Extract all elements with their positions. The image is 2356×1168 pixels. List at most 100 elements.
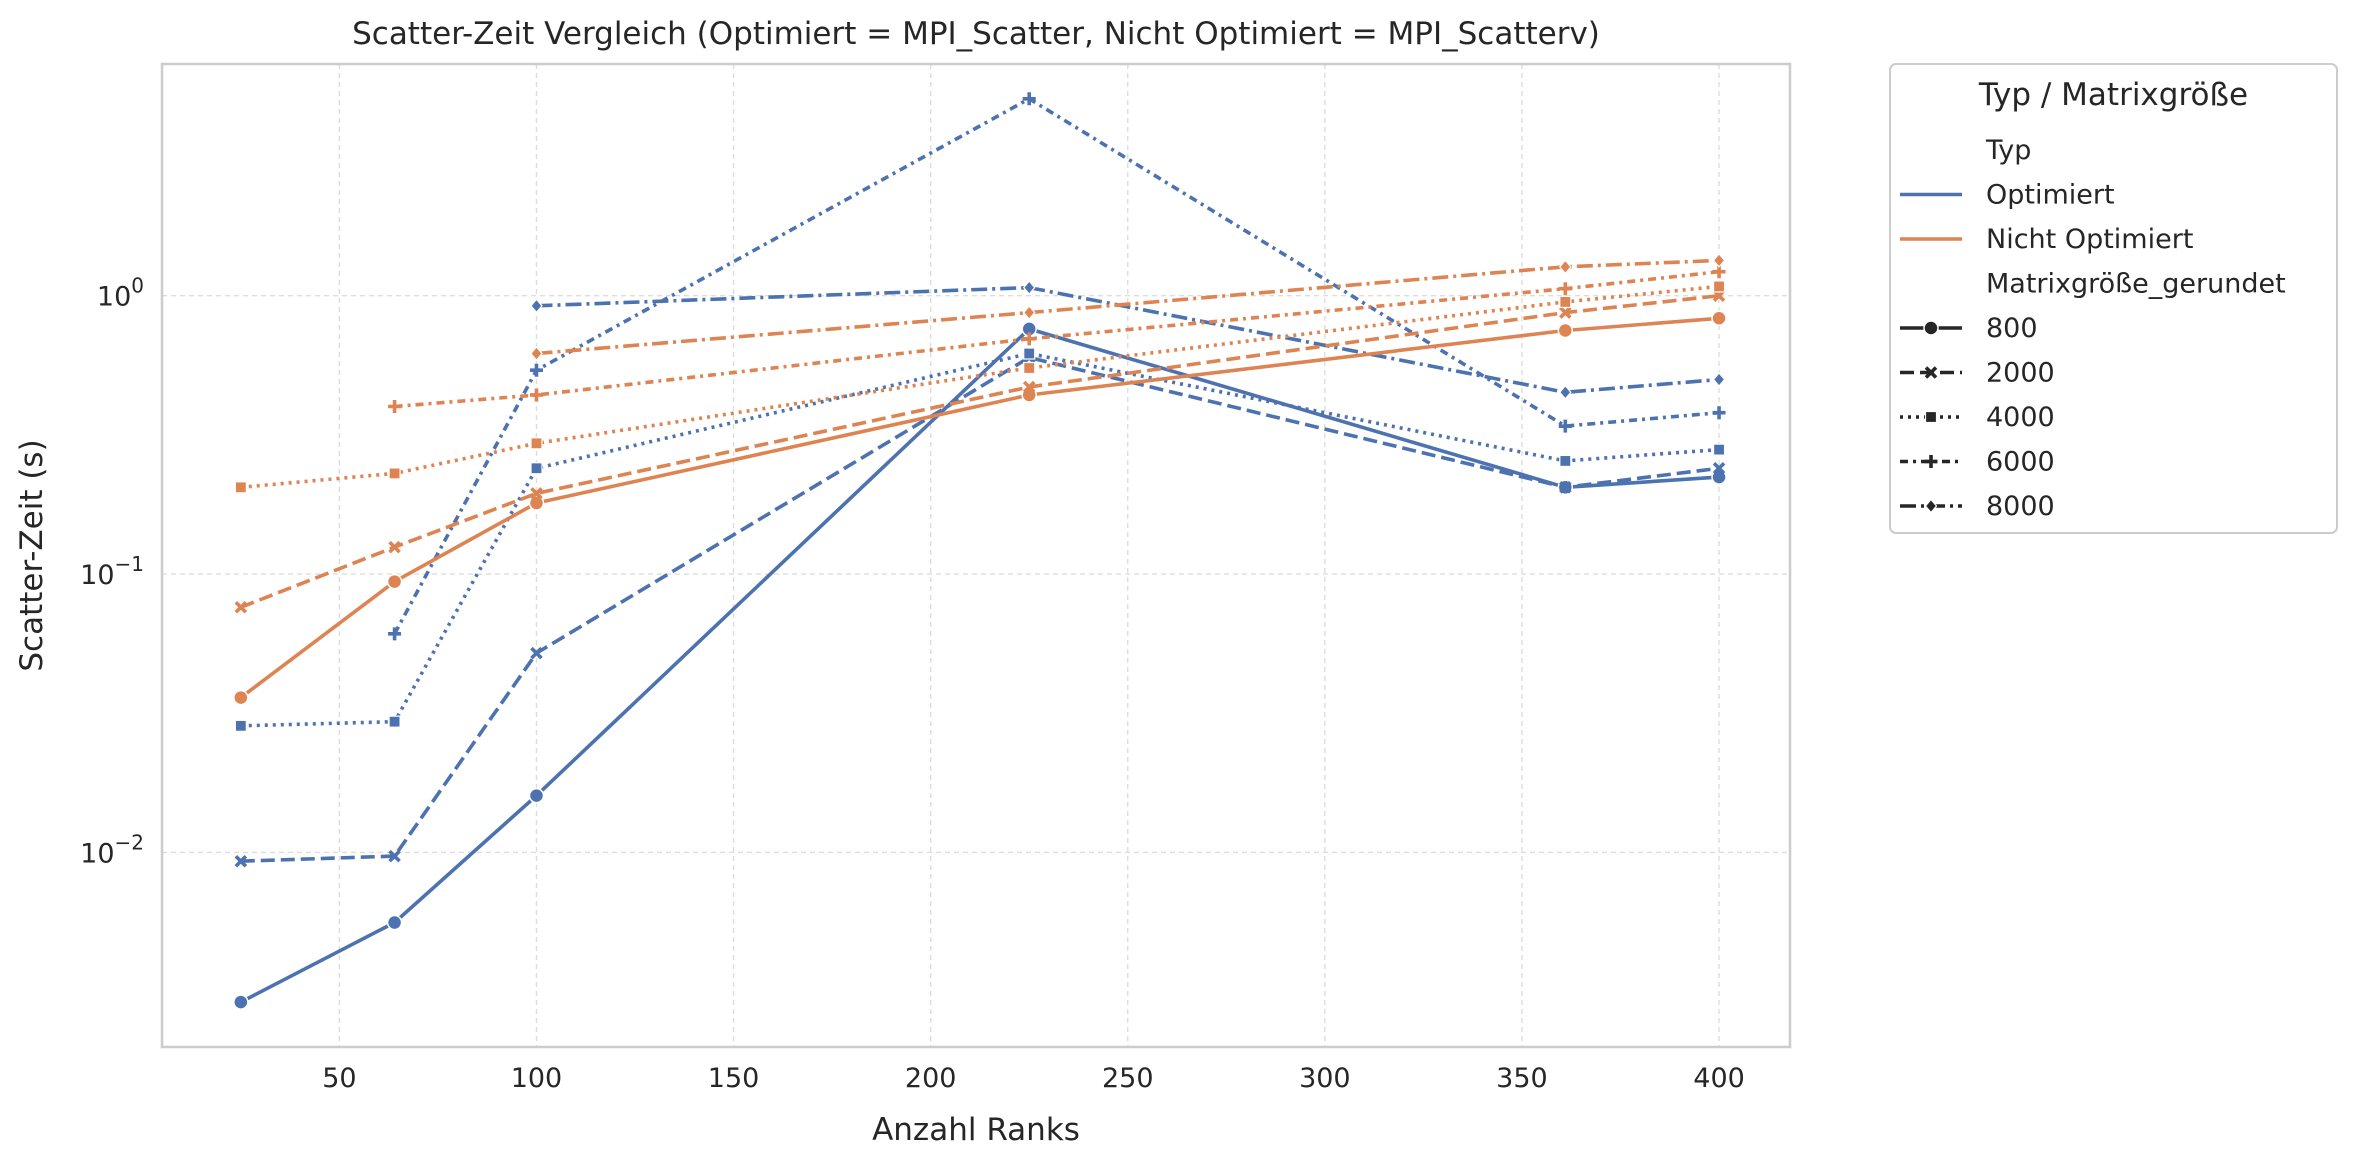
legend-title: Typ / Matrixgröße	[1978, 77, 2248, 113]
legend-entry: 4000	[1900, 402, 2055, 433]
data-point	[234, 481, 247, 494]
data-point	[386, 573, 403, 590]
data-point	[388, 849, 401, 863]
grid	[162, 64, 1790, 1047]
legend-entry: Nicht Optimiert	[1900, 224, 2193, 255]
data-point	[1558, 419, 1572, 433]
data-point	[1711, 310, 1727, 327]
data-point	[1712, 461, 1726, 475]
series-line-nicht-optimiert-800	[239, 316, 1720, 700]
series-line-nicht-optimiert-2000	[240, 293, 1720, 609]
x-tick-label: 350	[1496, 1063, 1548, 1094]
svg-text:4000: 4000	[1986, 402, 2055, 433]
svg-text:Nicht Optimiert: Nicht Optimiert	[1986, 224, 2193, 255]
series-markers	[233, 92, 1727, 1010]
data-point	[234, 854, 248, 868]
data-point	[1022, 305, 1036, 320]
series-line-optimiert-8000	[536, 285, 1720, 395]
data-point	[1022, 332, 1036, 346]
legend-items: Typ Optimiert Nicht Optimiert Matrixgröße_g…	[1900, 135, 2286, 522]
data-point	[530, 437, 543, 450]
data-point	[529, 388, 543, 402]
legend-marker	[1924, 410, 1938, 424]
legend-marker	[1923, 320, 1939, 336]
data-point	[388, 715, 401, 728]
series-line-nicht-optimiert-4000	[240, 284, 1720, 490]
data-point	[530, 646, 543, 660]
y-axis-label: Scatter-Zeit (s)	[14, 439, 50, 671]
data-point	[529, 363, 543, 377]
svg-text:800: 800	[1986, 313, 2038, 344]
svg-text:8000: 8000	[1986, 491, 2055, 522]
legend-marker	[1924, 455, 1938, 468]
data-point	[1712, 406, 1726, 420]
data-point	[530, 346, 543, 361]
series-line-optimiert-2000	[240, 355, 1720, 863]
svg-text:10−2: 10−2	[80, 830, 144, 869]
series-line-nicht-optimiert-8000	[536, 258, 1720, 356]
data-point	[234, 600, 248, 614]
data-point	[1022, 380, 1036, 394]
y-tick-label: 10−2	[80, 830, 144, 869]
x-ticks: 50 100 150 200 250 300 350 400	[322, 1063, 1745, 1094]
data-point	[386, 914, 403, 931]
legend-heading: Matrixgröße_gerundet	[1986, 269, 2286, 300]
x-tick-label: 150	[708, 1063, 760, 1094]
data-point	[1558, 384, 1572, 400]
data-point	[1559, 454, 1572, 468]
svg-text:2000: 2000	[1986, 358, 2055, 389]
data-point	[1712, 280, 1726, 293]
x-tick-label: 100	[511, 1063, 563, 1094]
data-point	[1559, 481, 1572, 494]
data-point	[1559, 306, 1572, 319]
x-tick-label: 50	[322, 1063, 356, 1094]
legend-marker	[1924, 366, 1938, 379]
data-point	[1559, 295, 1572, 309]
x-tick-label: 250	[1102, 1063, 1154, 1094]
y-tick-label: 100	[97, 274, 144, 313]
data-point	[530, 462, 543, 475]
chart-title: Scatter-Zeit Vergleich (Optimiert = MPI_…	[352, 16, 1600, 52]
legend-marker	[1924, 498, 1938, 514]
legend-entry: Optimiert	[1900, 180, 2115, 211]
svg-text:100: 100	[97, 274, 144, 313]
data-point	[530, 487, 543, 500]
svg-text:6000: 6000	[1986, 447, 2055, 478]
data-point	[1023, 347, 1036, 360]
legend-heading: Typ	[1985, 135, 2031, 166]
data-point	[528, 787, 545, 804]
y-tick-label: 10−1	[80, 552, 144, 591]
svg-text:10−1: 10−1	[80, 552, 144, 591]
data-point	[1712, 443, 1726, 456]
data-point	[528, 495, 545, 511]
data-point	[234, 719, 247, 732]
x-axis-label: Anzahl Ranks	[872, 1112, 1080, 1148]
plot-frame	[160, 62, 1792, 1049]
data-point	[1557, 322, 1574, 339]
data-point	[233, 689, 249, 706]
x-tick-label: 400	[1693, 1063, 1745, 1094]
legend: Typ / Matrixgröße Typ Optimiert Nicht Opti…	[1889, 63, 2338, 534]
x-tick-label: 300	[1299, 1063, 1351, 1094]
data-point	[1022, 92, 1036, 106]
data-point	[388, 540, 401, 554]
data-point	[530, 298, 543, 314]
legend-entry: 6000	[1900, 447, 2055, 478]
series-line-optimiert-4000	[240, 351, 1720, 728]
legend-entry: 800	[1900, 313, 2038, 344]
data-point	[388, 400, 402, 413]
data-point	[1712, 372, 1726, 387]
data-point	[1558, 259, 1572, 275]
svg-text:Optimiert: Optimiert	[1986, 180, 2115, 211]
data-point	[388, 627, 402, 641]
data-point	[388, 467, 401, 480]
data-point	[1712, 252, 1726, 268]
data-point	[1022, 280, 1036, 295]
legend-entry: 2000	[1900, 358, 2055, 389]
x-tick-label: 200	[905, 1063, 957, 1094]
legend-box	[1889, 63, 2338, 534]
data-point	[1023, 361, 1036, 375]
y-ticks: 10−2 10−1 100	[80, 274, 144, 870]
data-point	[233, 994, 249, 1010]
